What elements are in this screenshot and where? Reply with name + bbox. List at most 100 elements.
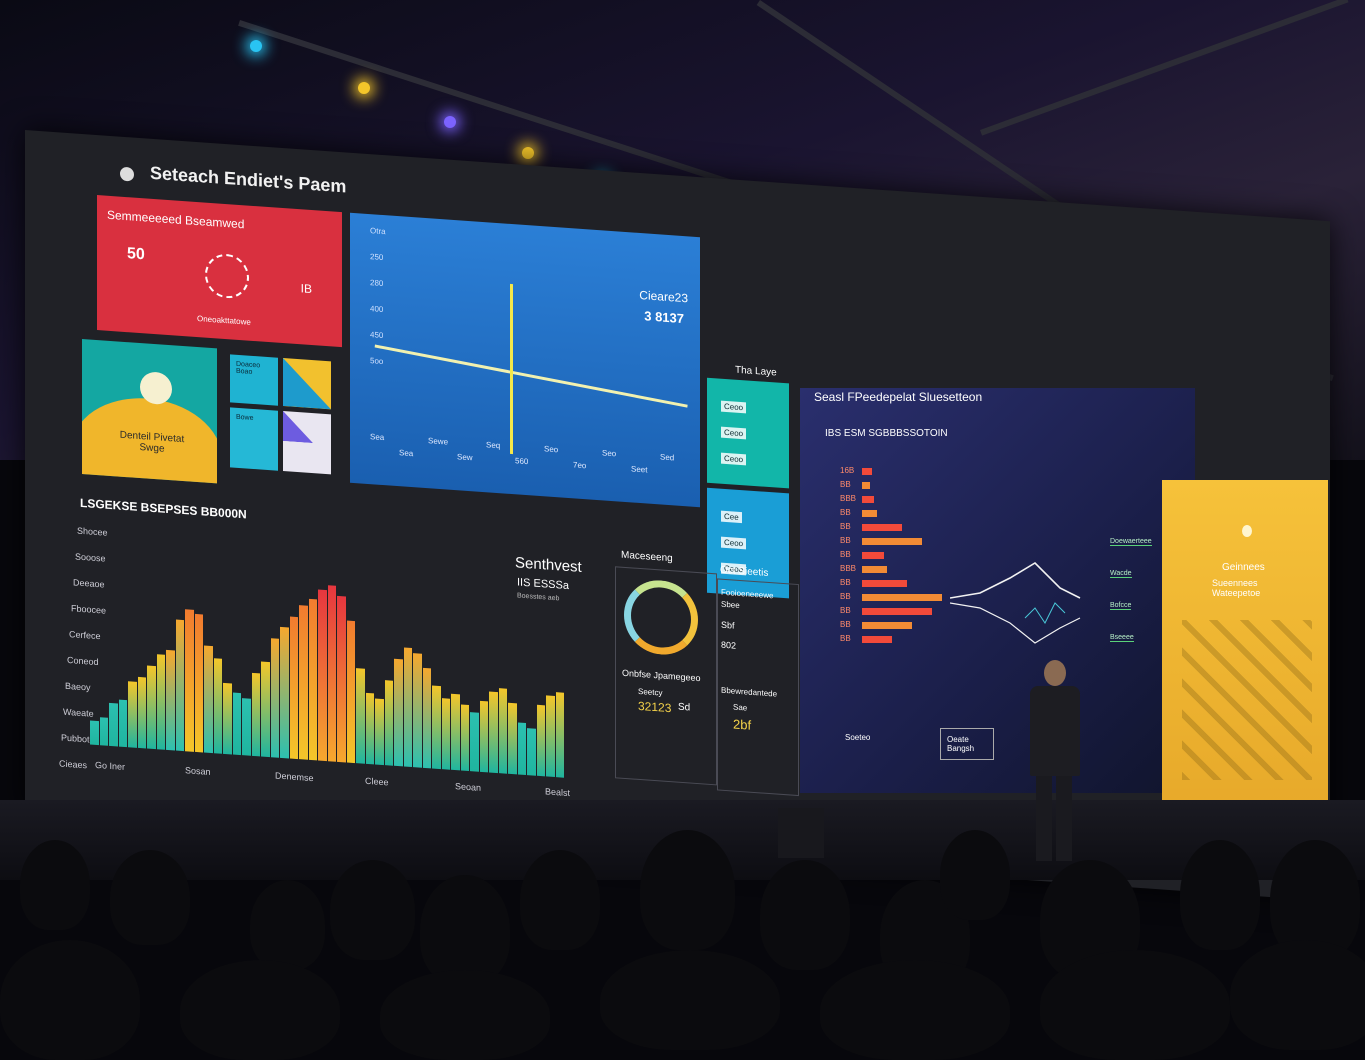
- histogram-y-label: Shocee: [77, 525, 108, 538]
- audience-head: [180, 960, 340, 1060]
- line-chart-x-label: Seet: [631, 464, 648, 475]
- line-chart-readout-label: Cieare23: [639, 287, 688, 306]
- right-panel-bar-chart: 16B BB BBB BB BB BB BB BBB BB BB BB BB BB: [840, 466, 960, 666]
- histogram-bar: [479, 700, 488, 773]
- histogram-x-label: Sosan: [185, 765, 211, 777]
- histogram-bar: [365, 692, 374, 765]
- histogram-bar: [99, 716, 108, 746]
- teal-tile-rows: Cee Ceoo Ceoo: [707, 488, 789, 576]
- mini-tile-label: Bowe: [236, 413, 254, 422]
- line-chart-y-label: 5oo: [370, 356, 384, 367]
- histogram-bar: [546, 695, 555, 778]
- histogram-bar: [536, 704, 545, 777]
- list-panel-footer-sub: Sae: [733, 702, 748, 713]
- histogram-bar: [128, 680, 137, 748]
- histogram-bar: [109, 703, 118, 747]
- histogram-bar: [223, 682, 232, 755]
- yellow-panel-heading: Geinnees: [1222, 562, 1265, 573]
- right-bar: [862, 608, 932, 615]
- line-chart-x-label: Sewe: [428, 436, 449, 447]
- line-chart-x-label: Sed: [660, 452, 675, 463]
- mini-tile: Bowe: [230, 407, 278, 471]
- right-legend-item: Doewaerteee: [1110, 538, 1152, 546]
- teal-tiles-header: Tha Laye: [735, 364, 777, 379]
- histogram-bar: [375, 697, 384, 766]
- right-bar-label: BB: [840, 480, 851, 489]
- mini-tile-label: Doaceo Boao: [236, 360, 261, 376]
- right-bar: [862, 496, 874, 503]
- right-bar-label: BB: [840, 508, 851, 517]
- mini-tile: Doaceo Boao: [230, 354, 278, 406]
- line-chart-baseline: [374, 344, 688, 408]
- kpi-heading: Semmeeeeed Bseamwed: [107, 207, 245, 232]
- list-item: 802: [721, 639, 737, 651]
- line-chart-x-label: Sew: [457, 452, 473, 463]
- right-bar: [862, 594, 942, 601]
- histogram-bar: [422, 668, 431, 769]
- histogram-x-label: Bealst: [545, 786, 571, 799]
- audience-head: [20, 840, 90, 930]
- list-panel-footer-label: Bbewredantede: [721, 685, 778, 699]
- line-chart-x-label: Seq: [486, 440, 501, 451]
- histogram-bar: [489, 691, 498, 774]
- histogram-panel: LSGEKSE BSEPSES BB000N Shocee Sooose Deeao…: [25, 480, 595, 820]
- list-item: Sbee: [721, 599, 740, 610]
- right-bar: [862, 622, 912, 629]
- histogram-bar: [147, 665, 156, 750]
- histogram-bar: [460, 703, 469, 772]
- histogram-bar: [299, 604, 308, 760]
- histogram-bar: [517, 722, 526, 776]
- histogram-bar: [356, 668, 365, 764]
- right-bar-label: BB: [840, 606, 851, 615]
- histogram-bar: [289, 615, 298, 760]
- right-bar-label: BB: [840, 634, 851, 643]
- dashboard-title: Seteach Endiet's Paem: [150, 162, 347, 197]
- histogram-x-label: Go Iner: [95, 759, 126, 772]
- right-bar: [862, 636, 892, 643]
- teal-tile-row: Ceoo: [721, 536, 747, 550]
- donut-tile: Denteil Pivetat Swge: [82, 338, 217, 484]
- teal-tile-stack: Ceoo Ceoo Ceoo: [707, 377, 789, 489]
- ring-panel-title: Maceseeng: [621, 549, 673, 565]
- line-chart-y-axis: Otra 250 280 400 450 5oo: [350, 213, 700, 366]
- right-panel-footer-item: Soeteo: [845, 733, 871, 742]
- right-bar: [862, 524, 902, 531]
- kpi-card: Semmeeeeed Bseamwed 50 IB Oneoakttatowe: [97, 195, 342, 348]
- histogram-bar: [185, 608, 194, 752]
- audience-head: [330, 860, 415, 960]
- right-bar-label: BB: [840, 578, 851, 587]
- audience-head: [380, 970, 550, 1060]
- right-bar: [862, 510, 877, 517]
- histogram-bar: [384, 679, 393, 766]
- audience-head: [0, 940, 140, 1060]
- histogram-x-label: Cleee: [365, 775, 389, 788]
- histogram-bar: [451, 693, 460, 771]
- spotlight-icon: [358, 82, 370, 94]
- ring-panel-footer-extra: Sd: [678, 701, 691, 714]
- line-chart-y-label: 450: [370, 330, 384, 341]
- yellow-panel: Geinnees Sueennees Wateepetoe: [1162, 480, 1328, 810]
- histogram-bar: [470, 711, 479, 772]
- histogram-bar: [118, 699, 127, 748]
- histogram-bar: [261, 661, 270, 758]
- audience-head: [1040, 950, 1230, 1060]
- histogram-bar: [90, 720, 99, 746]
- histogram-bar: [337, 595, 346, 763]
- list-item: Fooioeneeewe: [721, 587, 774, 601]
- right-bar-label: BB: [840, 550, 851, 559]
- ring-panel: Maceseeng Onbfse Jpamegeeo Seetcy 32123 …: [615, 550, 717, 786]
- right-panel-subtitle: IBS ESM SGBBBSSOTOIN: [825, 428, 948, 439]
- right-panel-line-chart: [950, 561, 1081, 644]
- line-chart-y-label: 250: [370, 252, 384, 263]
- histogram-bar: [432, 685, 441, 770]
- teal-tile-row: Ceoo: [721, 400, 747, 414]
- kpi-value: 50: [127, 245, 145, 264]
- right-bar-label: BB: [840, 620, 851, 629]
- audience: [0, 820, 1365, 1060]
- histogram-bar: [508, 702, 517, 775]
- right-legend-item: Wacde: [1110, 570, 1132, 578]
- line-chart-readout-value: 3 8137: [644, 308, 684, 327]
- audience-head: [760, 860, 850, 970]
- histogram-bar: [413, 653, 422, 768]
- histogram-bar: [213, 658, 222, 754]
